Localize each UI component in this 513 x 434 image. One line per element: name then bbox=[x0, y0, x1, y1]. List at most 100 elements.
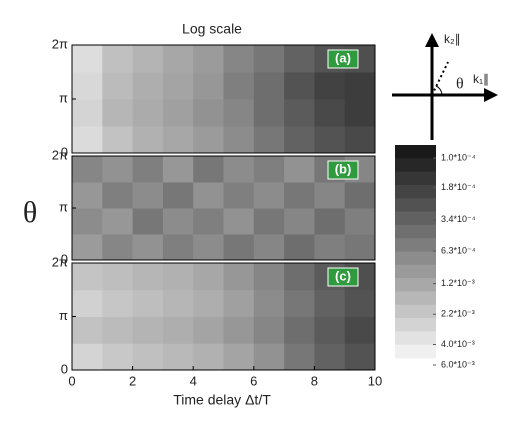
heatmap-cell bbox=[284, 156, 315, 183]
heatmap-cell bbox=[132, 316, 164, 344]
colorbar-tick-label: 2.2*10⁻³ bbox=[441, 309, 475, 319]
heatmap-cell bbox=[162, 182, 194, 209]
heatmap-cell bbox=[132, 126, 164, 154]
colorbar-band bbox=[395, 198, 436, 213]
colorbar-band bbox=[395, 238, 436, 252]
heatmap-cell bbox=[193, 316, 224, 344]
heatmap-cell bbox=[314, 316, 346, 344]
panel-label: (c) bbox=[335, 268, 351, 283]
heatmap-cell bbox=[132, 234, 164, 261]
y-tick-label: 0 bbox=[61, 361, 68, 376]
colorbar-tick-label: 6.3*10⁻⁴ bbox=[441, 245, 476, 255]
heatmap-cell bbox=[72, 126, 103, 154]
colorbar-tick-label: 3.4*10⁻⁴ bbox=[441, 214, 476, 224]
heatmap-cell bbox=[253, 72, 285, 100]
heatmap-cell bbox=[162, 72, 194, 100]
heatmap-cell bbox=[314, 126, 346, 154]
heatmap-cell bbox=[314, 99, 346, 127]
heatmap-cell bbox=[102, 156, 134, 183]
heatmap-cell bbox=[223, 316, 255, 344]
heatmap-cell bbox=[72, 234, 103, 261]
y-tick-label: 0 bbox=[61, 144, 68, 159]
colorbar-band bbox=[395, 184, 436, 199]
colorbar-band bbox=[395, 251, 436, 266]
heatmap-cell bbox=[193, 182, 224, 209]
y-tick-label: π bbox=[59, 199, 68, 214]
heatmap-cell bbox=[284, 263, 315, 291]
heatmap-cell bbox=[72, 343, 103, 371]
heatmap-cell bbox=[253, 316, 285, 344]
heatmap-cell bbox=[223, 208, 255, 235]
y-tick-label: 2π bbox=[52, 147, 68, 162]
heatmap-cell bbox=[344, 126, 376, 154]
heatmap-cell bbox=[223, 45, 255, 73]
inset-label: k₂∥ bbox=[444, 32, 461, 46]
heatmap-cell bbox=[284, 72, 315, 100]
heatmap-cell bbox=[162, 316, 194, 344]
heatmap-cell bbox=[102, 72, 134, 100]
heatmap-cell bbox=[72, 316, 103, 344]
colorbar-tick-label: 4.0*10⁻³ bbox=[441, 339, 475, 349]
y-tick-label: 0 bbox=[61, 251, 68, 266]
heatmap-cell bbox=[132, 343, 164, 371]
heatmap-cell bbox=[314, 182, 346, 209]
colorbar-band bbox=[395, 211, 436, 226]
colorbar-tick-label: 1.2*10⁻³ bbox=[441, 278, 475, 288]
heatmap-cell bbox=[223, 182, 255, 209]
colorbar-band bbox=[395, 291, 436, 306]
heatmap-cell bbox=[344, 316, 376, 344]
colorbar-band bbox=[395, 145, 436, 159]
y-tick-label: 2π bbox=[52, 36, 68, 51]
heatmap-cell bbox=[314, 234, 346, 261]
heatmap-cell bbox=[314, 289, 346, 317]
heatmap-cell bbox=[284, 343, 315, 371]
heatmap-cell bbox=[253, 343, 285, 371]
heatmap-cell bbox=[132, 263, 164, 291]
heatmap-cell bbox=[72, 208, 103, 235]
heatmap-cell bbox=[193, 99, 224, 127]
heatmap-cell bbox=[102, 263, 134, 291]
heatmap-cell bbox=[132, 208, 164, 235]
colorbar-tick-label: 1.0*10⁻⁴ bbox=[441, 152, 476, 162]
heatmap-cell bbox=[193, 234, 224, 261]
heatmap-cell bbox=[162, 99, 194, 127]
x-tick-label: 10 bbox=[368, 373, 382, 388]
heatmap-cell bbox=[72, 45, 103, 73]
heatmap-cell bbox=[314, 343, 346, 371]
heatmap-cell bbox=[284, 99, 315, 127]
heatmap-cell bbox=[193, 156, 224, 183]
heatmap-cell bbox=[162, 343, 194, 371]
heatmap-cell bbox=[253, 126, 285, 154]
x-tick-label: 4 bbox=[190, 373, 197, 388]
inset-label: k₁∥ bbox=[473, 72, 489, 86]
heatmap-cell bbox=[284, 234, 315, 261]
inset-arrow bbox=[425, 33, 439, 47]
heatmap-cell bbox=[193, 343, 224, 371]
heatmap-cell bbox=[253, 289, 285, 317]
y-axis-label: θ bbox=[23, 196, 37, 229]
heatmap-cell bbox=[193, 126, 224, 154]
colorbar-band bbox=[395, 331, 436, 346]
colorbar-band bbox=[395, 304, 436, 319]
colorbar-tick-label: 6.0*10⁻³ bbox=[441, 359, 475, 369]
inset-arrow bbox=[484, 88, 498, 102]
heatmap-cell bbox=[284, 316, 315, 344]
heatmap-cell bbox=[102, 182, 134, 209]
heatmap-cell bbox=[344, 99, 376, 127]
heatmap-cell bbox=[72, 156, 103, 183]
heatmap-cell bbox=[344, 72, 376, 100]
y-tick-label: 2π bbox=[52, 254, 68, 269]
heatmap-cell bbox=[223, 263, 255, 291]
heatmap-cell bbox=[193, 45, 224, 73]
heatmap-cell bbox=[132, 182, 164, 209]
heatmap-cell bbox=[162, 126, 194, 154]
colorbar-band bbox=[395, 278, 436, 292]
x-axis-label: Time delay Δt/T bbox=[173, 392, 271, 408]
inset-angle-arc bbox=[435, 85, 443, 96]
heatmap-cell bbox=[253, 156, 285, 183]
colorbar-band bbox=[395, 158, 436, 173]
heatmap-cell bbox=[162, 289, 194, 317]
heatmap-cell bbox=[72, 99, 103, 127]
heatmap-cell bbox=[72, 72, 103, 100]
